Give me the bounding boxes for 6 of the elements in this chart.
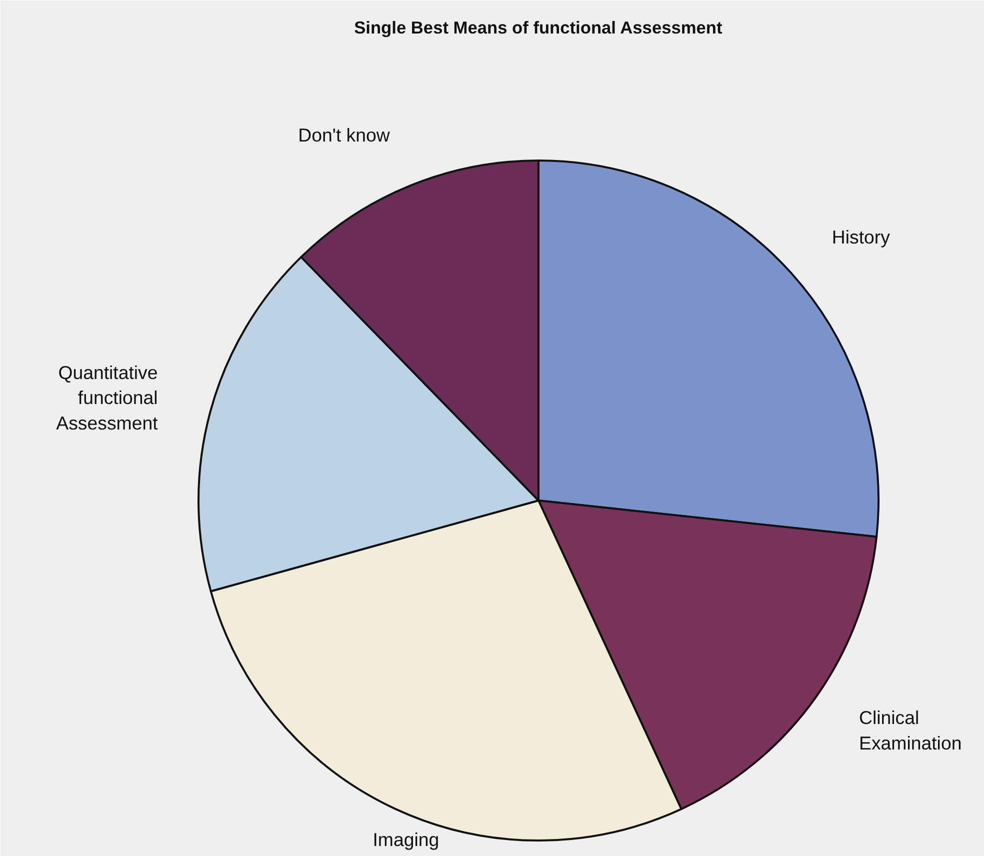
slice-label: Imaging	[372, 829, 440, 850]
chart-title: Single Best Means of functional Assessment	[354, 18, 722, 38]
slice-label: Quantitative functional Assessment	[56, 362, 159, 434]
slice-label: History	[832, 226, 891, 248]
slice-label: Clinical Examination	[859, 707, 962, 754]
slice-label: Don't know	[298, 124, 390, 146]
